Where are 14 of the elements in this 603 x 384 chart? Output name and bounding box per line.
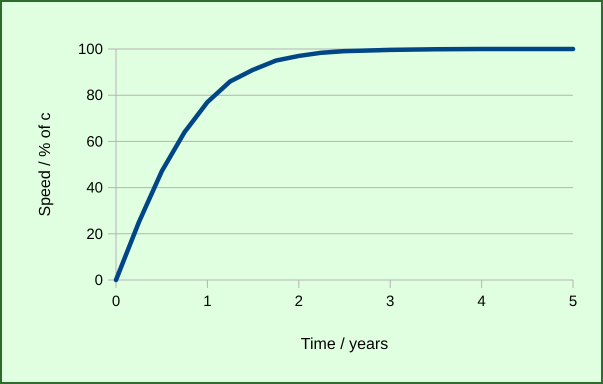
- x-tick-label: 4: [477, 293, 486, 310]
- x-tick-label: 1: [203, 293, 212, 310]
- y-tick-label: 100: [78, 41, 103, 58]
- x-tick-label: 5: [568, 293, 578, 310]
- y-tick-label: 60: [86, 133, 103, 150]
- x-tick-label: 2: [294, 293, 303, 310]
- y-tick-label: 20: [86, 226, 103, 243]
- y-axis-title: Speed / % of c: [37, 112, 54, 217]
- y-tick-label: 80: [86, 87, 103, 104]
- y-tick-label: 40: [86, 180, 103, 197]
- x-tick-label: 0: [112, 293, 120, 310]
- x-tick-label: 3: [386, 293, 394, 310]
- x-axis-title: Time / years: [300, 336, 388, 353]
- y-tick-label: 0: [94, 272, 103, 289]
